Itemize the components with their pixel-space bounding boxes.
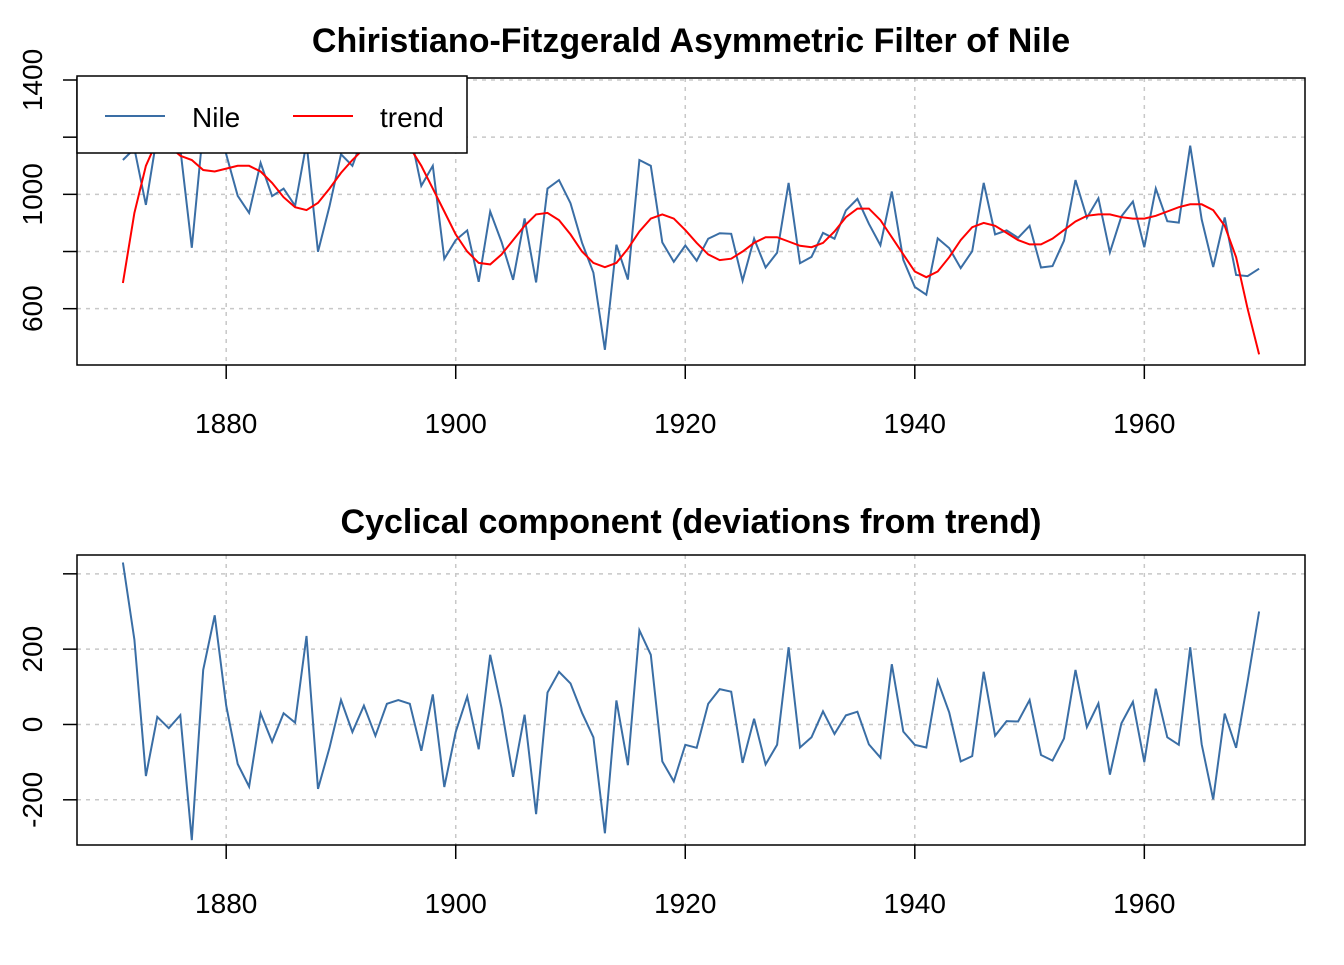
legend-nile-label: Nile — [192, 102, 240, 133]
x-tick-label: 1960 — [1113, 888, 1175, 919]
legend-trend-label: trend — [380, 102, 444, 133]
y-tick-label: 1400 — [17, 49, 48, 111]
x-tick-label: 1940 — [884, 408, 946, 439]
plot-frame — [76, 77, 1306, 366]
y-tick-label: 200 — [17, 626, 48, 673]
bottom-plot: 1880 1900 1920 1940 1960 -200 0 200 — [17, 554, 1306, 919]
plot-frame — [76, 554, 1306, 846]
legend-box — [76, 75, 468, 154]
x-tick-label: 1900 — [425, 408, 487, 439]
x-tick-label: 1940 — [884, 888, 946, 919]
y-tick-label: 1000 — [17, 163, 48, 225]
bottom-chart-title: Cyclical component (deviations from tren… — [341, 503, 1042, 541]
y-tick-label: 0 — [17, 717, 48, 733]
nile-line — [122, 88, 1260, 350]
top-plot: 1880 1900 1920 1940 1960 600 1000 1400 — [17, 49, 1306, 439]
x-tick-label: 1920 — [654, 408, 716, 439]
legend: Nile trend — [76, 75, 468, 154]
x-tick-label: 1880 — [195, 408, 257, 439]
y-tick-label: -200 — [17, 772, 48, 828]
x-tick-label: 1880 — [195, 888, 257, 919]
x-tick-label: 1900 — [425, 888, 487, 919]
cycle-line — [121, 562, 1261, 841]
x-tick-label: 1960 — [1113, 408, 1175, 439]
x-tick-label: 1920 — [654, 888, 716, 919]
trend-line — [121, 137, 1261, 355]
top-chart-title: Chiristiano-Fitzgerald Asymmetric Filter… — [312, 22, 1070, 60]
y-tick-label: 600 — [17, 285, 48, 332]
